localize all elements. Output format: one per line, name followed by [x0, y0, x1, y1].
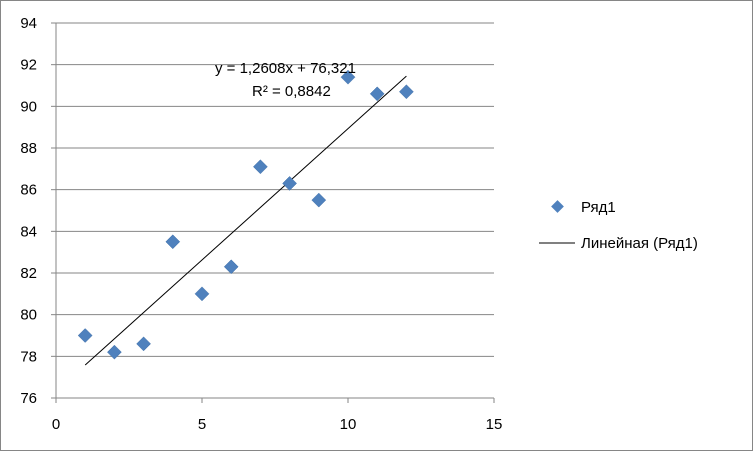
legend-marker-series [551, 200, 564, 213]
equation-label: y = 1,2608x + 76,321 [215, 60, 356, 77]
y-tick-label-82: 82 [20, 265, 37, 282]
data-point-11 [369, 86, 385, 102]
data-point-12 [399, 84, 414, 100]
x-tick-label-0: 0 [52, 416, 60, 433]
legend-label-series: Ряд1 [581, 199, 616, 216]
axes [51, 22, 495, 403]
y-tick-label-80: 80 [20, 307, 37, 324]
gridlines [56, 22, 494, 357]
r2-label: R² = 0,8842 [252, 83, 331, 100]
data-point-6 [223, 259, 239, 275]
y-tick-label-90: 90 [20, 98, 37, 115]
data-point-2 [107, 344, 122, 360]
y-tick-label-84: 84 [20, 223, 37, 240]
data-point-3 [136, 336, 151, 352]
trendline [84, 75, 407, 366]
y-tick-label-94: 94 [20, 15, 37, 32]
trendline-equation: y = 1,2608x + 76,321 R² = 0,8842 [215, 60, 356, 100]
data-point-10 [340, 69, 356, 85]
data-point-5 [194, 286, 210, 302]
y-tick-label-88: 88 [20, 140, 37, 157]
x-tick-labels: 0 5 10 15 [52, 416, 503, 433]
data-points [77, 69, 414, 360]
y-tick-label-86: 86 [20, 182, 37, 199]
legend: Ряд1 Линейная (Ряд1) [539, 199, 698, 252]
data-point-4 [165, 234, 181, 250]
y-tick-label-76: 76 [20, 390, 37, 407]
y-tick-label-92: 92 [20, 57, 37, 74]
x-tick-label-10: 10 [340, 416, 357, 433]
legend-label-trendline: Линейная (Ряд1) [581, 235, 698, 252]
data-point-8 [282, 176, 297, 191]
trendline-group [84, 75, 407, 366]
x-tick-label-5: 5 [198, 416, 206, 433]
data-point-7 [253, 159, 268, 175]
y-tick-labels: 76 78 80 82 84 86 88 90 92 94 [20, 15, 37, 407]
data-point-9 [311, 192, 327, 208]
y-tick-label-78: 78 [20, 348, 37, 365]
data-point-1 [77, 328, 93, 343]
x-tick-label-15: 15 [486, 416, 503, 433]
